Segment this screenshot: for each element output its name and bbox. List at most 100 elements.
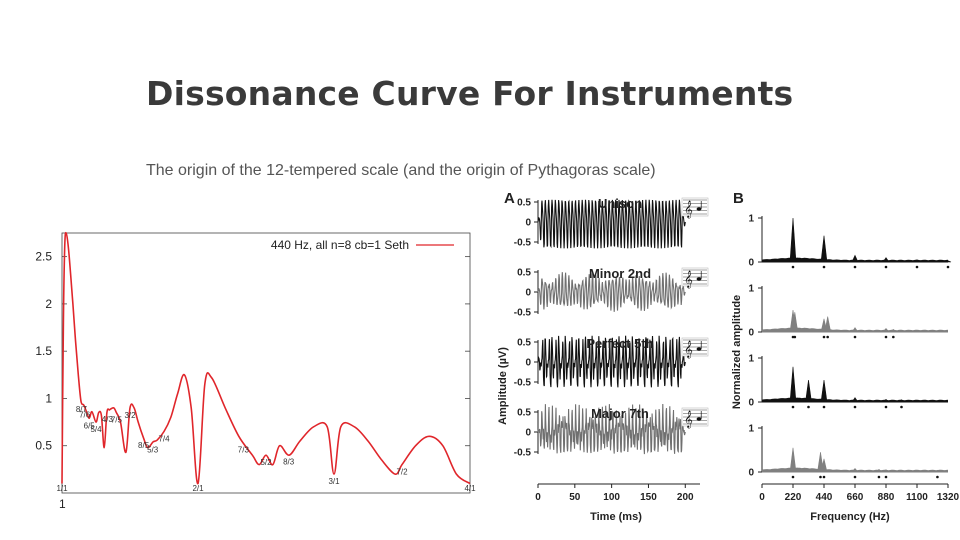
music-staff-icon: 𝄞: [681, 197, 709, 218]
harmonic-marker: [900, 405, 903, 409]
harmonic-marker: [793, 335, 797, 339]
harmonic-marker: [884, 405, 888, 409]
y-tick-label: 1: [748, 284, 754, 295]
x-tick-label: 880: [878, 492, 895, 503]
panel-b-y-axis-label: Normalized amplitude: [731, 295, 743, 409]
y-tick-label: 0.5: [35, 439, 52, 453]
y-tick-label: 0.5: [517, 408, 531, 419]
ratio-label: 2/1: [192, 484, 204, 493]
y-tick-label: 0.5: [517, 198, 531, 209]
harmonic-marker: [791, 475, 795, 479]
waveform-trace: [537, 272, 686, 312]
ratio-label: 7/5: [111, 416, 123, 425]
x-tick-label: 150: [640, 492, 657, 503]
spectrum-peak: [851, 327, 859, 333]
harmonic-marker: [884, 475, 888, 479]
series-label: Minor 2nd: [589, 266, 651, 281]
spectrum-peak: [851, 397, 859, 403]
waveform-spectrum-figure: A B 0.5 0 -0.5 Unison 𝄞 0.5 0 -0.5 Minor 2nd 𝄞 0.5…: [497, 190, 960, 523]
harmonic-marker: [915, 265, 919, 269]
ratio-label: 3/1: [328, 477, 340, 486]
ratio-label: 3/2: [124, 411, 136, 420]
waveform-trace: [537, 335, 686, 388]
spectrum-noise-floor: [762, 467, 948, 472]
dissonance-curve-chart: 0.511.522.5 1 440 Hz, all n=8 cb=1 Seth …: [35, 231, 476, 511]
harmonic-marker: [877, 475, 881, 479]
spectrum-noise-floor: [762, 257, 948, 262]
ratio-label: 4/1: [464, 484, 476, 493]
svg-text:𝄞: 𝄞: [684, 270, 693, 288]
y-tick-label: -0.5: [514, 448, 532, 459]
harmonic-marker: [819, 475, 822, 479]
slide-title: Dissonance Curve For Instruments: [146, 74, 794, 113]
harmonic-marker: [853, 335, 857, 339]
svg-text:𝄞: 𝄞: [684, 200, 693, 218]
legend-label: 440 Hz, all n=8 cb=1 Seth: [271, 238, 409, 252]
spectrum-peak: [851, 254, 859, 263]
panel-b-label: B: [733, 190, 744, 207]
x-tick-label: 220: [785, 492, 802, 503]
harmonic-marker: [822, 335, 826, 339]
ratio-label: 5/3: [147, 445, 159, 454]
waveform-trace: [537, 403, 686, 455]
ratio-label: 1/1: [56, 484, 68, 493]
harmonic-marker: [807, 405, 810, 409]
spectrum-peak: [789, 217, 797, 263]
spectrum-noise-floor: [762, 327, 948, 332]
y-tick-label: 0.5: [517, 268, 531, 279]
music-staff-icon: 𝄞: [681, 407, 709, 428]
x-tick-label: 200: [677, 492, 694, 503]
y-tick-label: 0.5: [517, 338, 531, 349]
x-tick-label: 1320: [937, 492, 960, 503]
y-tick-label: 1.5: [35, 344, 52, 358]
panel-a-x-axis-label: Time (ms): [590, 511, 642, 523]
y-tick-label: 0: [748, 328, 754, 339]
harmonic-marker: [791, 265, 795, 269]
music-staff-icon: 𝄞: [681, 337, 709, 358]
ratio-label: 7/4: [158, 435, 170, 444]
spectrum-peak: [882, 257, 890, 263]
ratio-label: 4/3: [102, 415, 114, 424]
y-tick-label: 1: [748, 214, 754, 225]
spectrum-peak: [789, 447, 797, 473]
harmonic-marker: [884, 335, 888, 339]
x-tick-label: 1: [59, 497, 66, 511]
harmonic-marker: [936, 475, 939, 479]
svg-text:𝄞: 𝄞: [684, 410, 693, 428]
spectrum-peak: [824, 316, 832, 333]
ratio-label: 5/2: [260, 458, 272, 467]
slide-subtitle: The origin of the 12-tempered scale (and…: [146, 162, 656, 179]
ratio-label: 5/4: [90, 425, 102, 434]
spectrum-peak: [820, 379, 828, 403]
x-tick-label: 1100: [906, 492, 928, 503]
series-label: Major 7th: [591, 406, 649, 421]
harmonic-marker: [853, 475, 857, 479]
harmonic-marker: [853, 405, 857, 409]
svg-text:𝄞: 𝄞: [684, 340, 693, 358]
harmonic-marker: [791, 405, 795, 409]
y-tick-label: 1: [45, 391, 52, 405]
x-tick-label: 660: [847, 492, 864, 503]
y-tick-label: 1: [748, 354, 754, 365]
y-tick-label: -0.5: [514, 238, 532, 249]
ratio-label: 7/6: [79, 410, 91, 419]
x-tick-label: 0: [535, 492, 541, 503]
series-label: Unison: [598, 196, 642, 211]
harmonic-marker: [822, 405, 826, 409]
spectrum-peak: [805, 379, 812, 403]
ratio-label: 7/3: [238, 446, 250, 455]
panel-a-y-axis-label: Amplitude (µV): [497, 347, 509, 425]
y-tick-label: 0: [748, 468, 754, 479]
harmonic-marker: [884, 265, 888, 269]
harmonic-marker: [946, 265, 950, 269]
dissonance-series-line: [61, 231, 471, 485]
ratio-label: 6/5: [84, 421, 96, 430]
spectrum-peak: [789, 366, 797, 403]
harmonic-marker: [892, 335, 895, 339]
y-tick-label: 0: [525, 358, 531, 369]
panel-a-label: A: [504, 190, 515, 207]
series-label: Perfect 5th: [586, 336, 653, 351]
y-tick-label: 0: [748, 398, 754, 409]
y-tick-label: 0: [748, 258, 754, 269]
ratio-label: 8/7: [76, 405, 88, 414]
